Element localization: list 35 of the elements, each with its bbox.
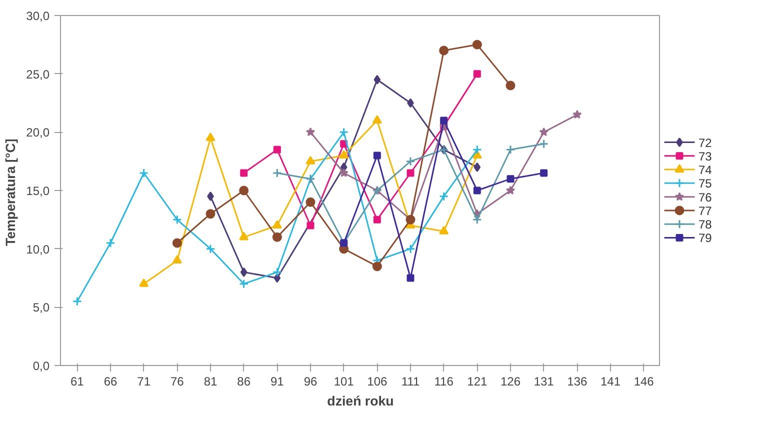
- x-tick-label: 106: [367, 374, 388, 388]
- x-tick-label: 96: [304, 374, 318, 388]
- legend-label: 76: [698, 190, 712, 204]
- legend-label: 73: [698, 149, 712, 164]
- legend-label: 72: [698, 136, 712, 150]
- x-tick-label: 141: [600, 374, 621, 388]
- y-tick-label: 15,0: [26, 184, 50, 198]
- x-tick-label: 61: [70, 374, 84, 388]
- legend-label: 79: [698, 231, 712, 246]
- x-tick-label: 76: [170, 374, 184, 388]
- y-axis-title: Temperatura [°C]: [3, 138, 18, 246]
- x-tick-label: 91: [270, 374, 284, 388]
- legend-label: 78: [698, 218, 712, 232]
- x-tick-label: 146: [634, 374, 654, 388]
- y-tick-label: 5,0: [32, 300, 50, 315]
- y-tick-label: 25,0: [26, 67, 50, 82]
- legend-label: 77: [698, 204, 712, 218]
- y-tick-label: 30,0: [26, 9, 50, 23]
- y-tick-label: 10,0: [26, 242, 50, 256]
- y-tick-label: 20,0: [26, 126, 50, 140]
- x-tick-label: 81: [204, 374, 218, 388]
- x-axis-title: dzień roku: [327, 394, 394, 408]
- legend-label: 75: [698, 176, 712, 191]
- x-tick-label: 71: [137, 374, 151, 388]
- x-tick-label: 121: [467, 374, 488, 388]
- x-tick-label: 101: [334, 374, 354, 388]
- x-tick-label: 116: [434, 374, 454, 388]
- legend-label: 74: [698, 163, 712, 178]
- x-tick-label: 86: [237, 374, 251, 388]
- x-tick-label: 66: [104, 374, 118, 388]
- x-tick-label: 131: [534, 374, 554, 388]
- y-tick-label: 0,0: [32, 359, 50, 373]
- x-tick-label: 136: [567, 374, 588, 388]
- x-tick-label: 111: [401, 374, 420, 388]
- x-tick-label: 126: [500, 374, 521, 388]
